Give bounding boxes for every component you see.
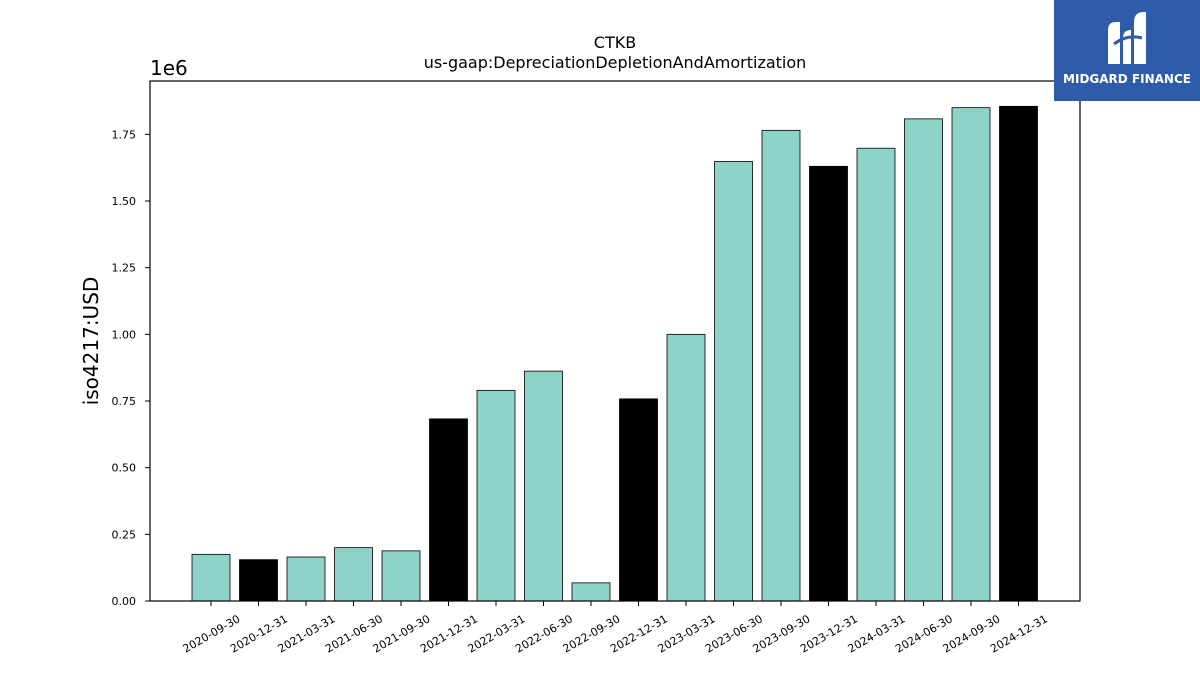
y-tick-label: 0.00 [112,595,137,608]
bar-2020-12-31 [239,559,278,602]
bar-2022-12-31 [619,398,658,602]
bar-2021-06-30 [334,547,373,602]
bar-2024-03-31 [856,147,896,602]
x-axis-ticks: 2020-09-302020-12-312021-03-312021-06-30… [181,601,1050,656]
bar-2024-09-30 [951,107,991,602]
y-tick-label: 1.00 [112,328,137,341]
bar-2022-03-31 [476,389,516,602]
y-tick-label: 1.50 [112,195,137,208]
bar-2021-09-30 [381,550,421,602]
logo-mark-icon [1108,12,1146,64]
bar-2023-09-30 [761,129,801,602]
bars [191,105,1038,602]
bar-2023-03-31 [666,333,706,602]
bar-2023-12-31 [809,165,848,602]
y-axis-label: iso4217:USD [79,277,103,406]
bar-2022-09-30 [571,582,611,602]
y-tick-label: 0.50 [112,462,137,475]
y-axis-scale-label: 1e6 [150,56,188,80]
bar-2023-06-30 [714,161,753,602]
bar-2024-12-31 [999,105,1038,602]
plot-frame [149,80,1081,602]
bar-2021-12-31 [429,418,468,602]
y-tick-label: 1.25 [112,262,137,275]
y-axis-ticks: 0.00 0.25 0.50 0.75 1.00 1.25 1.50 1.75 [112,128,150,608]
y-tick-label: 0.75 [112,395,137,408]
y-tick-label: 1.75 [112,128,137,141]
bar-2022-06-30 [524,370,563,602]
bar-2021-03-31 [286,556,326,602]
brand-logo: MIDGARD FINANCE [1054,0,1200,101]
logo-text: MIDGARD FINANCE [1063,72,1191,86]
bar-2024-06-30 [904,118,943,602]
bar-2020-09-30 [191,553,231,602]
chart-title: CTKB [594,33,636,52]
y-tick-label: 0.25 [112,528,137,541]
chart-subtitle: us-gaap:DepreciationDepletionAndAmortiza… [424,53,807,72]
